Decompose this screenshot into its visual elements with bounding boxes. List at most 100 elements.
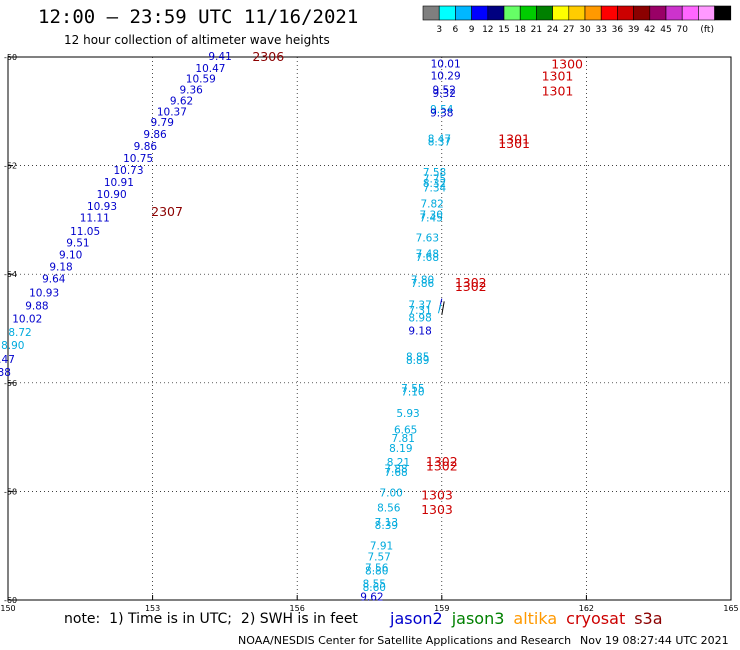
wave-height-label: 9.86 [134, 141, 158, 153]
time-label: 1303 [421, 502, 453, 517]
wave-height-label: 9.47 [0, 354, 15, 366]
time-label: 1302 [455, 279, 487, 294]
wave-height-label: 8.21 [387, 457, 410, 469]
wave-height-label: 7.80 [411, 275, 434, 287]
wave-height-label: 10.75 [123, 153, 153, 165]
wave-height-color-scale: 3 6 9 12 15 18 21 24 27 30 33 36 39 42 45 70 (ft) [422, 5, 732, 35]
wave-height-label: 8.80 [365, 566, 388, 578]
wave-height-label: 8.89 [406, 355, 429, 367]
y-tick-label: -54 [4, 270, 17, 279]
wave-height-label: 7.48 [416, 249, 439, 261]
wave-height-label: 9.64 [42, 274, 66, 286]
page-subtitle: 12 hour collection of altimeter wave hei… [64, 33, 330, 47]
wave-height-label: 9.10 [59, 250, 82, 262]
scale-label: 39 [628, 25, 640, 35]
time-label: 1301 [542, 68, 574, 83]
wave-height-label: 8.47 [428, 133, 451, 145]
scale-label: 15 [498, 25, 509, 35]
x-tick-label: 150 [0, 604, 15, 613]
mission-legend-jason2: jason2 [390, 609, 443, 628]
time-label: 1301 [498, 131, 530, 146]
wave-height-label: 10.29 [431, 70, 461, 82]
scale-label: 24 [547, 25, 559, 35]
wave-height-label: 10.93 [29, 288, 59, 300]
wave-height-label: 8.85 [406, 352, 429, 364]
x-tick-label: 165 [723, 604, 738, 613]
scale-label: 18 [514, 25, 526, 35]
wave-height-label: 8.19 [389, 443, 412, 455]
wave-height-label: 5.93 [396, 408, 419, 420]
time-label: 1303 [421, 488, 453, 503]
wave-height-label: 7.57 [367, 552, 390, 564]
wave-height-label: 8.37 [428, 137, 451, 149]
scale-unit-label: (ft) [700, 25, 714, 35]
time-label: 2306 [252, 49, 284, 64]
wave-height-label: 9.79 [151, 117, 174, 129]
time-label: 1302 [426, 454, 458, 469]
wave-height-label: 7.68 [384, 467, 407, 479]
scale-label: 30 [579, 25, 591, 35]
wave-height-label: 8.32 [423, 178, 446, 190]
wave-height-label: 10.02 [12, 314, 42, 326]
wave-height-label: 9.18 [408, 326, 431, 338]
wave-height-label: 9.54 [430, 104, 454, 116]
wave-height-label: 8.90 [1, 340, 24, 352]
time-label: 1301 [542, 84, 574, 99]
wave-height-label: 10.38 [0, 367, 11, 379]
wave-height-label: 11.05 [70, 226, 100, 238]
scale-label: 6 [453, 25, 459, 35]
wave-height-label: 8.72 [8, 327, 31, 339]
wave-height-label: 7.91 [370, 541, 393, 553]
wave-height-label: 10.73 [113, 165, 143, 177]
time-label: 2307 [151, 204, 183, 219]
x-tick-label: 153 [145, 604, 160, 613]
wave-height-label: 7.45 [420, 213, 443, 225]
wave-height-label: 8.98 [408, 313, 431, 325]
wave-height-label: 9.38 [430, 107, 453, 119]
y-tick-label: -56 [4, 379, 17, 388]
mission-legend-s3a: s3a [634, 609, 663, 628]
wave-height-label: 7.10 [401, 386, 424, 398]
plot-area: 150 153 156 159 162 165 -50 -52 -54 -56 -58 -60 9.41… [0, 49, 739, 613]
wave-height-label: 9.51 [66, 238, 89, 250]
scale-label: 12 [482, 25, 493, 35]
y-tick-label: -58 [4, 487, 17, 496]
mission-legend-jason3: jason3 [451, 609, 505, 628]
scale-label: 3 [436, 25, 442, 35]
generated-timestamp: Nov 19 08:27:44 UTC 2021 [580, 634, 729, 647]
page-title: 12:00 – 23:59 UTC 11/16/2021 [38, 6, 359, 28]
wave-height-label: 7.58 [423, 167, 446, 179]
wave-height-label: 8.56 [377, 503, 401, 515]
wave-height-label: 10.47 [195, 63, 225, 75]
wave-height-label: 7.63 [416, 232, 439, 244]
wave-height-label: 9.62 [170, 95, 193, 107]
mission-legend-altika: altika [513, 609, 558, 628]
wave-height-label: 9.62 [360, 592, 383, 604]
scale-label: 45 [660, 25, 671, 35]
wave-height-label: 7.81 [392, 433, 415, 445]
mission-legend-cryosat: cryosat [566, 609, 626, 628]
wave-height-label: 9.88 [25, 301, 48, 313]
time-label: 1302 [426, 458, 458, 473]
wave-height-label: 7.37 [408, 300, 431, 312]
wave-height-label: 7.88 [384, 464, 407, 476]
x-tick-label: 156 [290, 604, 305, 613]
wave-height-label: 7.30 [420, 209, 443, 221]
wave-height-label: 7.68 [416, 252, 439, 264]
wave-height-label: 11.11 [80, 213, 110, 225]
wave-height-label: 10.37 [157, 106, 187, 118]
wave-height-label: 9.32 [433, 88, 456, 100]
satellite-track [441, 301, 445, 315]
x-tick-label: 159 [434, 604, 449, 613]
wave-height-label: 10.59 [186, 74, 216, 86]
wave-height-label: 10.93 [87, 201, 117, 213]
wave-height-label: 9.36 [179, 85, 203, 97]
time-label: 1302 [455, 275, 487, 290]
wave-height-label: 7.86 [411, 278, 435, 290]
scale-label: 42 [644, 25, 655, 35]
satellite-track [437, 303, 442, 314]
wave-height-label: 7.13 [375, 517, 398, 529]
scale-swatch [714, 5, 732, 21]
time-label: 1301 [498, 136, 530, 151]
